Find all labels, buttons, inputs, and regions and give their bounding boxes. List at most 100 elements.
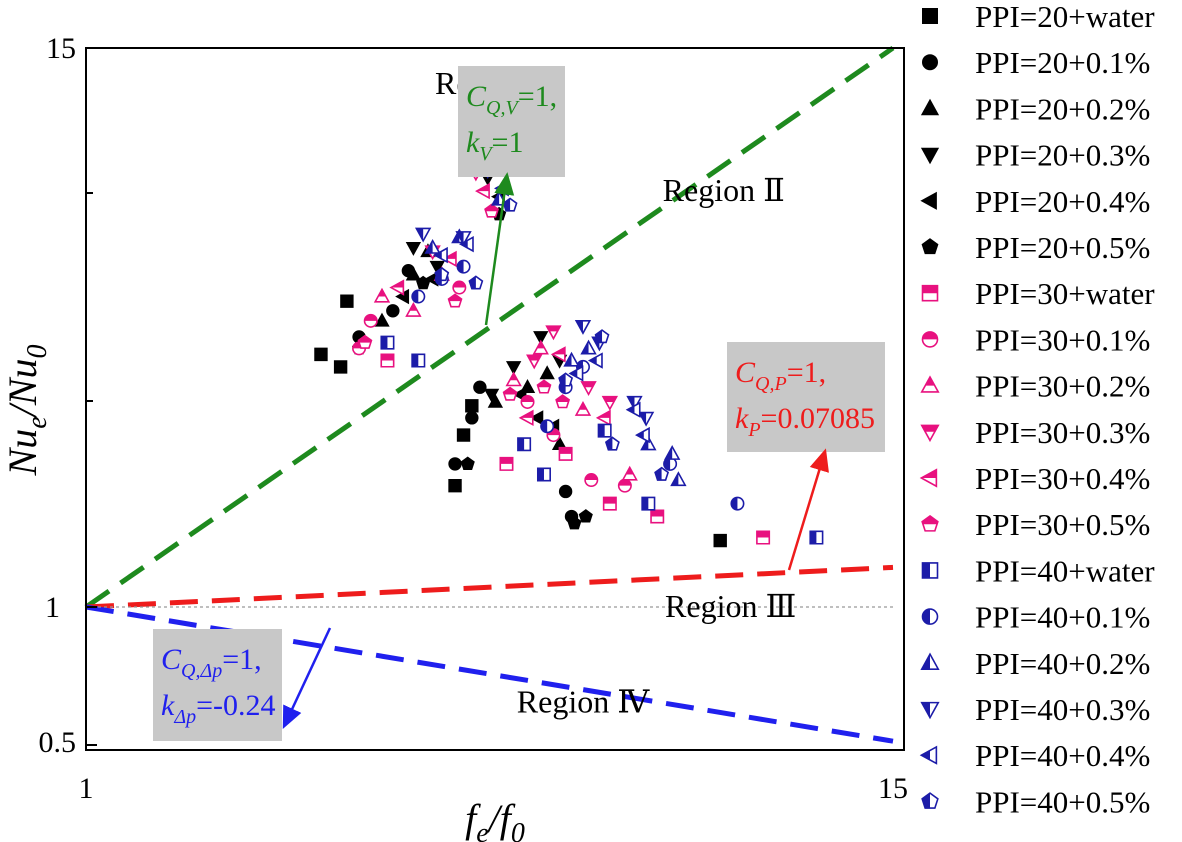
data-point-16 <box>587 352 603 369</box>
data-point-16 <box>432 246 448 264</box>
legend-label-13: PPI=40+0.1% <box>975 600 1150 635</box>
legend-label-2: PPI=20+0.2% <box>975 91 1150 126</box>
data-point-3 <box>405 241 422 256</box>
data-point-7 <box>584 473 599 488</box>
data-point-15 <box>574 319 592 335</box>
x-axis-title: fe/f0 <box>465 796 525 842</box>
legend-marker-1 <box>921 54 939 71</box>
data-point-9 <box>545 325 562 341</box>
legend-marker-7 <box>921 331 939 348</box>
legend-label-0: PPI=20+water <box>975 0 1155 34</box>
data-point-8 <box>621 465 638 481</box>
data-point-8 <box>532 339 549 355</box>
region-label: Region Ⅱ <box>663 172 785 208</box>
region-label: Region Ⅲ <box>665 588 796 624</box>
data-point-12 <box>809 530 824 545</box>
data-point-14 <box>580 339 597 355</box>
data-point-11 <box>447 293 463 308</box>
data-point-10 <box>550 346 566 363</box>
legend-label-12: PPI=40+water <box>975 553 1155 588</box>
data-point-12 <box>536 467 551 482</box>
data-point-0 <box>333 360 348 374</box>
data-point-0 <box>340 294 354 308</box>
legend-marker-4 <box>920 191 937 210</box>
annotation-arrow <box>282 627 332 730</box>
annotation-box <box>458 66 565 177</box>
y-tick-label-15: 15 <box>46 32 76 65</box>
data-point-17 <box>654 466 670 481</box>
data-point-17 <box>468 275 484 290</box>
annotation-line-2: kV=1 <box>466 126 523 165</box>
legend-label-10: PPI=30+0.4% <box>975 461 1150 496</box>
data-point-0 <box>314 347 328 362</box>
data-point-14 <box>563 351 580 367</box>
data-point-2 <box>374 312 390 327</box>
data-point-12 <box>411 353 426 368</box>
data-point-9 <box>601 395 619 411</box>
y-tick-label-1: 1 <box>45 591 60 624</box>
y-axis-title: Nue/Nu0 <box>0 345 53 477</box>
data-point-12 <box>597 423 612 438</box>
plot-frame <box>85 47 905 751</box>
data-point-6 <box>499 456 514 471</box>
data-point-17 <box>558 372 574 387</box>
data-point-8 <box>373 287 391 303</box>
x-tick-label-1: 1 <box>79 772 94 805</box>
legend-marker-12 <box>921 562 939 579</box>
annotation-line-1: CQ,Δp=1, <box>161 643 262 682</box>
annotation-arrow <box>787 448 829 571</box>
annotation-box <box>727 342 885 452</box>
annotation-arrow <box>484 172 515 326</box>
data-point-14 <box>424 238 441 254</box>
legend-marker-0 <box>922 8 938 24</box>
data-point-17 <box>604 436 620 451</box>
data-point-7 <box>617 478 632 493</box>
data-point-7 <box>363 313 378 328</box>
data-points <box>314 164 824 548</box>
annotation-line-2: kP=0.07085 <box>735 402 875 441</box>
data-point-8 <box>574 400 592 416</box>
legend-marker-6 <box>921 284 939 302</box>
data-point-12 <box>380 335 395 350</box>
data-point-6 <box>650 509 665 524</box>
data-point-7 <box>452 280 467 295</box>
legend-label-15: PPI=40+0.3% <box>975 692 1150 727</box>
reference-line-kV <box>84 45 895 610</box>
data-point-13 <box>456 259 471 274</box>
data-point-6 <box>602 496 617 511</box>
legend-label-6: PPI=30+water <box>975 276 1155 311</box>
data-point-14 <box>670 471 687 487</box>
data-point-8 <box>505 371 522 387</box>
legend-marker-10 <box>919 468 938 488</box>
data-point-1 <box>448 457 462 471</box>
data-point-5 <box>578 509 593 523</box>
data-point-10 <box>595 409 611 427</box>
legend-marker-14 <box>920 652 940 670</box>
legend-label-7: PPI=30+0.1% <box>975 322 1150 357</box>
data-point-17 <box>434 266 450 282</box>
legend-label-3: PPI=20+0.3% <box>975 138 1150 173</box>
data-point-3 <box>533 331 549 346</box>
legend-marker-3 <box>920 147 940 165</box>
data-point-17 <box>594 329 610 344</box>
data-point-2 <box>405 266 422 281</box>
data-point-1 <box>558 484 573 499</box>
data-point-1 <box>465 411 479 425</box>
legend-label-16: PPI=40+0.4% <box>975 738 1150 773</box>
legend-marker-16 <box>919 745 938 765</box>
legend-marker-5 <box>921 238 939 255</box>
data-point-13 <box>730 496 745 511</box>
data-point-0 <box>465 399 479 413</box>
data-point-8 <box>405 301 422 317</box>
data-point-16 <box>568 365 584 382</box>
legend-label-17: PPI=40+0.5% <box>975 784 1150 819</box>
data-point-12 <box>641 496 656 511</box>
legend: PPI=20+water PPI=20+0.1% PPI=20+0.2% PPI=20… <box>919 0 1155 819</box>
annotation-line-1: CQ,V=1, <box>466 80 557 119</box>
data-point-7 <box>546 428 561 443</box>
data-point-4 <box>529 410 544 426</box>
data-point-12 <box>517 437 532 452</box>
data-point-11 <box>555 394 571 409</box>
data-point-16 <box>458 235 474 253</box>
